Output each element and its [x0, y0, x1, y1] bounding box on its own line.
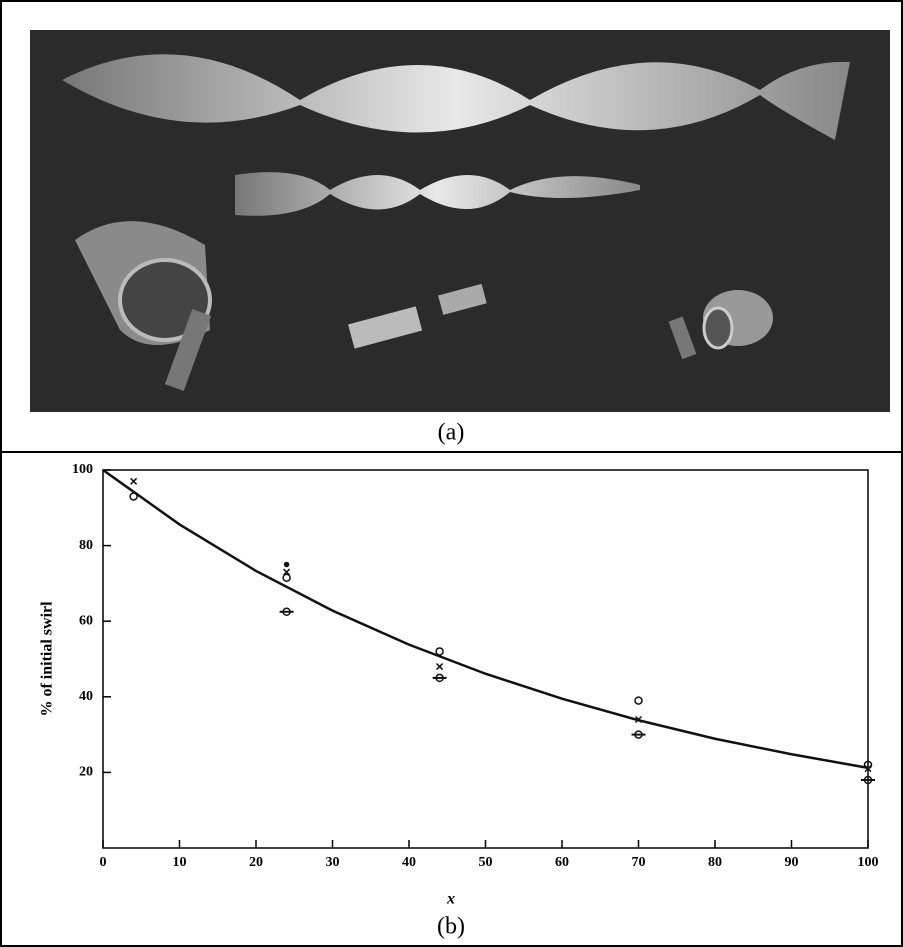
fit-curve	[103, 470, 868, 768]
data-point	[285, 563, 289, 567]
data-point	[131, 478, 137, 484]
data-point	[632, 731, 646, 738]
x-tick-label: 10	[173, 855, 187, 870]
plot-frame	[103, 470, 868, 848]
x-axis-label: x	[446, 891, 455, 908]
x-tick-label: 40	[402, 855, 416, 870]
data-point	[283, 574, 290, 581]
x-tick-label: 70	[632, 855, 646, 870]
photo	[30, 30, 890, 412]
x-tick-label: 80	[708, 855, 722, 870]
figure: (a) (b) x % of initial swirl 0 10 20 30 40 50…	[0, 0, 903, 947]
x-tick-label: 90	[785, 855, 799, 870]
data-point	[437, 664, 443, 670]
y-tick-label: 80	[79, 538, 93, 553]
marker-part	[130, 493, 137, 500]
data-point	[436, 648, 443, 655]
x-tick-label: 30	[326, 855, 340, 870]
data-point	[130, 493, 137, 500]
y-tick-label: 60	[79, 613, 93, 628]
marker-part	[283, 574, 290, 581]
y-tick-label: 40	[79, 689, 93, 704]
figure-canvas: (a) (b) x % of initial swirl 0 10 20 30 40 50…	[0, 0, 903, 947]
data-point	[280, 608, 294, 615]
marker-part	[635, 697, 642, 704]
data-point	[635, 697, 642, 704]
x-tick-label: 20	[249, 855, 263, 870]
marker-part	[285, 563, 289, 567]
x-tick-label: 100	[858, 855, 879, 870]
data-point	[433, 674, 447, 681]
x-tick-label: 50	[479, 855, 493, 870]
y-tick-label: 100	[72, 462, 93, 477]
caption: (b)	[437, 914, 465, 940]
y-tick-label: 20	[79, 765, 93, 780]
x-tick-label: 60	[555, 855, 569, 870]
marker-part	[436, 648, 443, 655]
caption: (a)	[438, 420, 465, 446]
y-axis-label: % of initial swirl	[39, 601, 56, 717]
x-tick-label: 0	[100, 855, 107, 870]
